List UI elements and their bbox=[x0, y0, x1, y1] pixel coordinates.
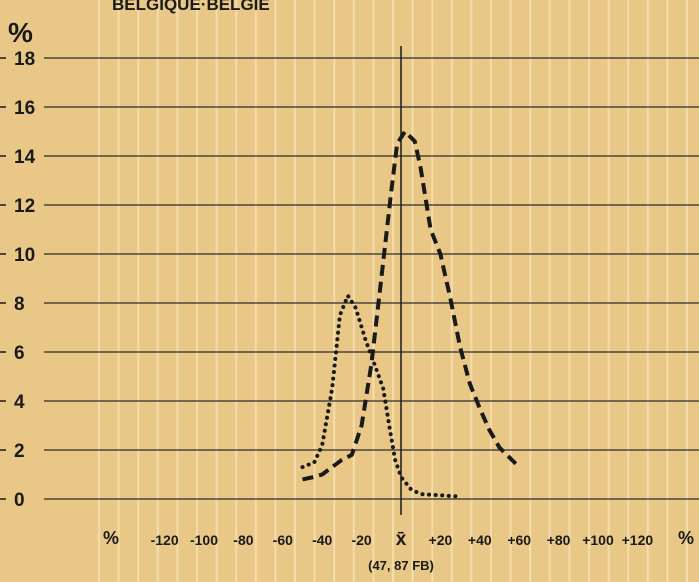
y-tick-label: 2 bbox=[14, 441, 25, 462]
x-tick-label: -20 bbox=[351, 532, 371, 548]
y-tick-label: 12 bbox=[14, 196, 35, 217]
y-tick-label: 0 bbox=[14, 490, 25, 511]
y-axis-label: % bbox=[8, 17, 33, 48]
mean-value-label: (47, 87 FB) bbox=[368, 558, 434, 573]
x-tick-label: x̄ bbox=[396, 529, 407, 550]
y-tick-label: 14 bbox=[14, 147, 36, 168]
x-tick-labels: -120 -100 -80 -60 -40 -20 x̄ +20 +40 +60 +80 +100 +1… bbox=[151, 529, 654, 550]
y-tick-label: 18 bbox=[14, 49, 35, 70]
x-tick-label: +40 bbox=[468, 532, 492, 548]
series-layer bbox=[300, 129, 521, 499]
gridlines bbox=[44, 46, 699, 515]
y-tick-label: 8 bbox=[14, 294, 25, 315]
paper-stripes bbox=[88, 0, 699, 582]
x-tick-label: +80 bbox=[547, 532, 571, 548]
x-tick-label: -80 bbox=[233, 532, 253, 548]
y-tick-label: 16 bbox=[14, 98, 35, 119]
x-tick-label: +20 bbox=[429, 532, 453, 548]
x-tick-label: -120 bbox=[151, 532, 179, 548]
x-tick-label: -100 bbox=[190, 532, 218, 548]
x-axis-unit-left: % bbox=[103, 528, 119, 548]
x-tick-label: -40 bbox=[312, 532, 332, 548]
y-tick-labels: 0 2 4 6 8 10 12 14 16 18 bbox=[0, 49, 36, 511]
series-dashed-line bbox=[302, 129, 521, 482]
x-tick-label: +120 bbox=[622, 532, 654, 548]
y-tick-label: 10 bbox=[14, 245, 35, 266]
y-tick-label: 6 bbox=[14, 343, 25, 364]
y-tick-label: 4 bbox=[14, 392, 25, 413]
x-tick-label: -60 bbox=[273, 532, 293, 548]
x-tick-label: +100 bbox=[582, 532, 614, 548]
chart-title: BELGIQUE·BELGIE bbox=[112, 0, 270, 14]
x-axis-unit-right: % bbox=[678, 528, 694, 548]
x-tick-label: +60 bbox=[507, 532, 531, 548]
